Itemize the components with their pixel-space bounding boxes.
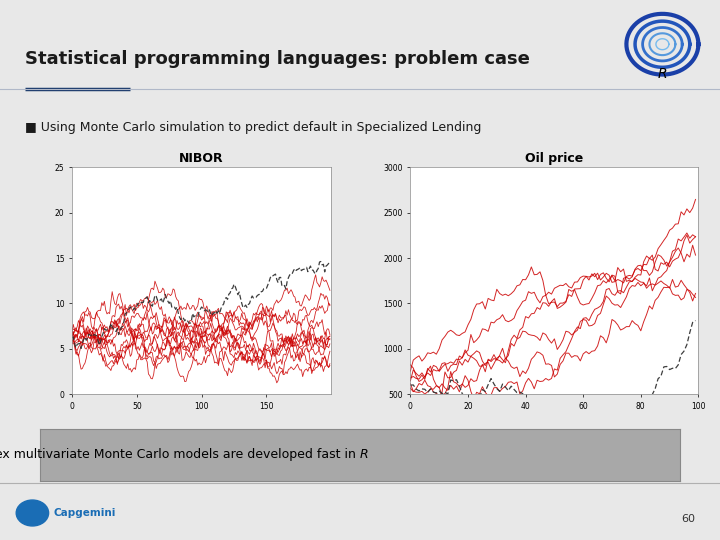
Text: Complex multivariate Monte Carlo models are developed fast in: Complex multivariate Monte Carlo models … bbox=[0, 448, 360, 462]
Text: R: R bbox=[657, 66, 667, 80]
Title: NIBOR: NIBOR bbox=[179, 152, 224, 165]
Circle shape bbox=[16, 500, 48, 526]
Text: ■ Using Monte Carlo simulation to predict default in Specialized Lending: ■ Using Monte Carlo simulation to predic… bbox=[25, 122, 482, 134]
Title: Oil price: Oil price bbox=[526, 152, 583, 165]
Text: R: R bbox=[360, 448, 369, 462]
Text: Statistical programming languages: problem case: Statistical programming languages: probl… bbox=[25, 50, 530, 68]
Text: 60: 60 bbox=[681, 514, 695, 524]
Text: Capgemini: Capgemini bbox=[54, 508, 117, 518]
